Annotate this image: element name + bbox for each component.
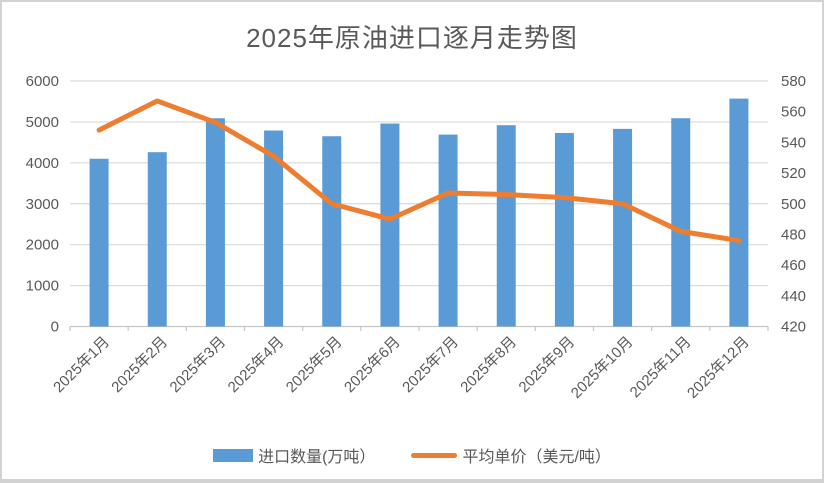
legend-label-import-volume: 进口数量(万吨） (258, 449, 376, 466)
left-axis-tick-label: 6000 (26, 73, 59, 90)
bar-2025年3月 (205, 118, 225, 327)
x-axis-category-label: 2025年8月 (457, 333, 520, 396)
x-axis-category-label: 2025年12月 (684, 333, 753, 402)
x-axis-category-label: 2025年3月 (167, 333, 230, 396)
x-axis-category-label: 2025年7月 (399, 333, 462, 396)
left-axis-tick-label: 1000 (26, 278, 59, 295)
bar-2025年4月 (264, 130, 284, 327)
bar-2025年7月 (438, 134, 458, 327)
bar-2025年10月 (613, 128, 633, 327)
left-axis-tick-label: 2000 (26, 237, 59, 254)
x-axis-category-label: 2025年9月 (516, 333, 579, 396)
bar-2025年8月 (496, 125, 516, 327)
left-axis-tick-label: 4000 (26, 155, 59, 172)
right-axis-tick-label: 580 (781, 73, 806, 90)
legend-label-average-price: 平均单价（美元/吨） (462, 449, 611, 466)
bar-2025年11月 (671, 118, 691, 327)
left-axis-tick-label: 0 (51, 319, 59, 336)
bar-2025年9月 (554, 132, 574, 327)
x-axis-category-label: 2025年1月 (50, 333, 113, 396)
line-series-swatch (411, 452, 458, 458)
bar-2025年5月 (322, 136, 342, 327)
right-axis-tick-label: 460 (781, 257, 806, 274)
x-axis-category-label: 2025年2月 (108, 333, 171, 396)
bar-2025年2月 (147, 152, 167, 327)
x-axis-category-label: 2025年5月 (283, 333, 346, 396)
chart-title: 2025年原油进口逐月走势图 (246, 23, 578, 53)
right-axis-tick-label: 540 (781, 134, 806, 151)
chart-legend: 进口数量(万吨） 平均单价（美元/吨） (2, 443, 822, 467)
left-axis-tick-label: 3000 (26, 196, 59, 213)
legend-item-import-volume: 进口数量(万吨） (213, 443, 375, 467)
right-axis-tick-label: 500 (781, 196, 806, 213)
bar-2025年1月 (89, 158, 109, 327)
right-axis-tick-label: 480 (781, 226, 806, 243)
x-axis-category-label: 2025年4月 (225, 333, 288, 396)
right-axis-tick-label: 520 (781, 165, 806, 182)
right-axis-tick-label: 560 (781, 104, 806, 121)
legend-item-average-price: 平均单价（美元/吨） (411, 443, 611, 467)
bar-2025年6月 (380, 123, 400, 327)
average-price-line (96, 98, 742, 244)
bar-series-swatch (213, 448, 254, 462)
bar-2025年12月 (729, 98, 749, 327)
x-axis-category-label: 2025年6月 (341, 333, 404, 396)
right-axis-tick-label: 420 (781, 319, 806, 336)
x-axis-category-label: 2025年10月 (568, 333, 637, 402)
right-axis-tick-label: 440 (781, 288, 806, 305)
left-axis-tick-label: 5000 (26, 114, 59, 131)
